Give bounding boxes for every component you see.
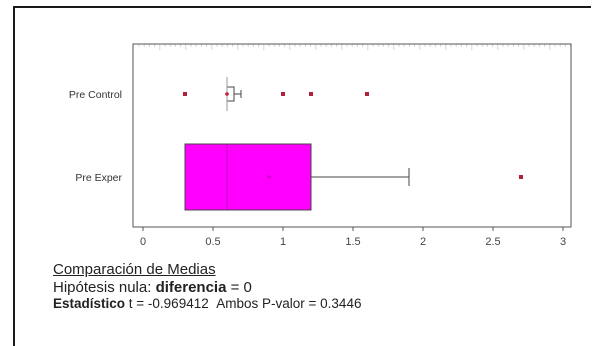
category-labels: Pre Control Pre Exper [69, 89, 123, 184]
mean-marker [225, 92, 229, 96]
x-tick-label: 3 [560, 236, 566, 248]
plot-area [132, 43, 572, 228]
null-hypothesis-label: Hipótesis nula: [53, 279, 156, 296]
boxes [183, 77, 523, 211]
null-hypothesis: Hipótesis nula: diferencia = 0 [53, 280, 252, 296]
category-label: Pre Exper [75, 172, 122, 184]
outlier-point [281, 92, 285, 96]
statistic-value: t = -0.969412 [125, 296, 209, 311]
top-ruler [138, 44, 572, 50]
comparison-title: Comparación de Medias [53, 261, 216, 278]
x-tick-label: 1.5 [345, 236, 360, 248]
outlier-point [183, 92, 187, 96]
mean-marker [267, 175, 271, 179]
statistic-line: Estadístico t = -0.969412 Ambos P-valor … [53, 296, 361, 312]
outlier-point [365, 92, 369, 96]
null-hypothesis-term: diferencia [155, 279, 227, 296]
x-tick-label: 0.5 [205, 236, 220, 248]
p-value: Ambos P-valor = 0.3446 [216, 296, 362, 311]
x-axis-ticks: 0 0.5 1 1.5 2 2.5 3 [140, 227, 566, 248]
x-tick-label: 2.5 [485, 236, 500, 248]
chart-frame [13, 6, 591, 346]
statistic-label: Estadístico [53, 296, 126, 311]
outlier-point [309, 92, 313, 96]
outlier-point [519, 175, 523, 179]
x-tick-label: 1 [280, 236, 286, 248]
x-tick-label: 0 [140, 236, 146, 248]
category-label: Pre Control [69, 89, 122, 101]
box [184, 143, 312, 211]
null-hypothesis-value: = 0 [226, 279, 252, 296]
x-tick-label: 2 [420, 236, 426, 248]
